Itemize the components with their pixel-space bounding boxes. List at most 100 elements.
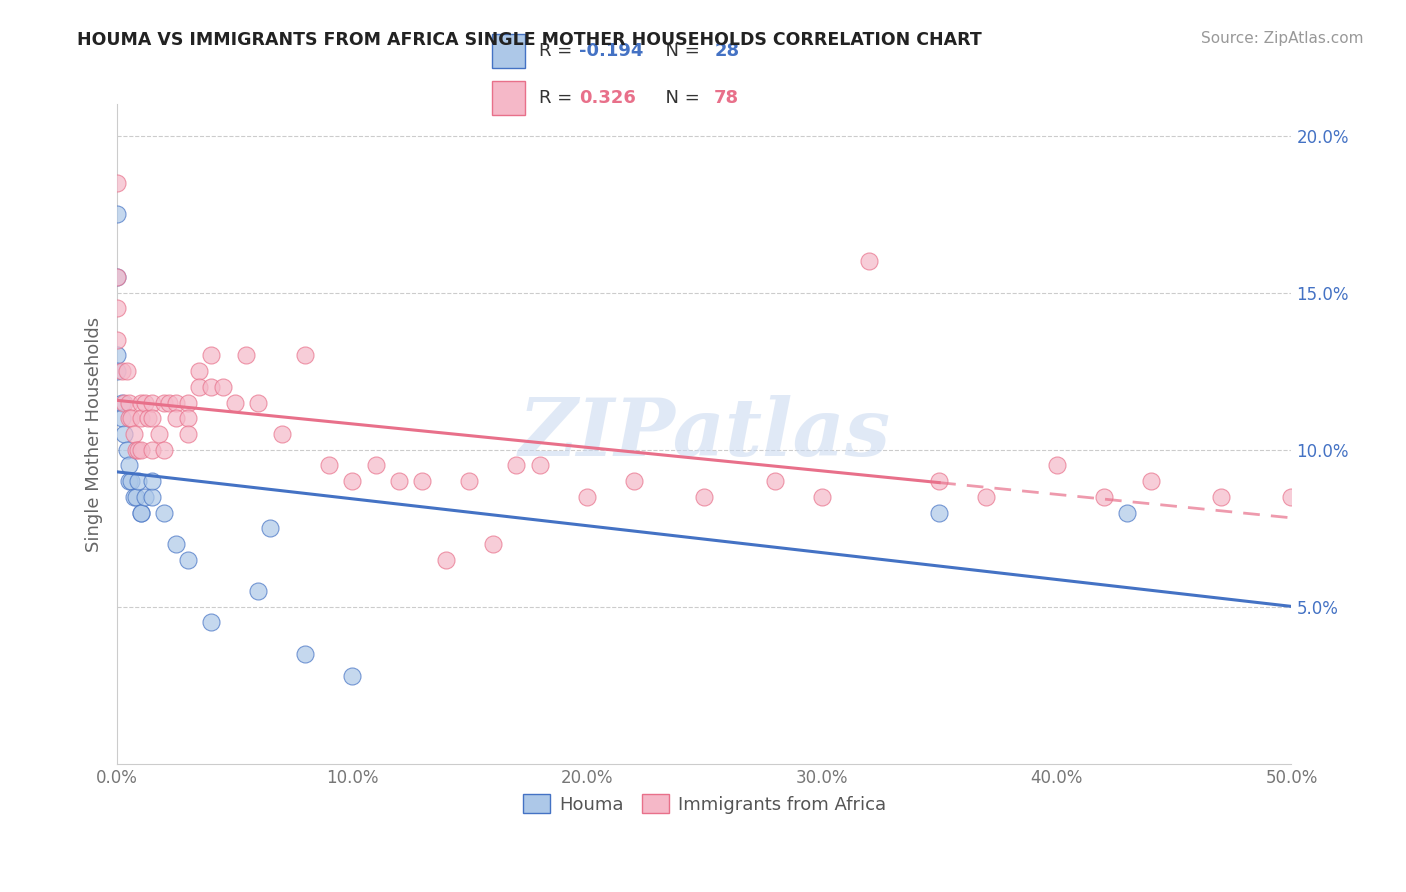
Point <box>1209 490 1232 504</box>
Point <box>134 395 156 409</box>
Point <box>120 474 142 488</box>
Point <box>693 490 716 504</box>
Point <box>763 474 786 488</box>
Point <box>340 669 363 683</box>
Point <box>482 537 505 551</box>
Point <box>212 380 235 394</box>
Point <box>105 301 128 316</box>
Point <box>200 380 222 394</box>
Point <box>125 442 148 457</box>
Point <box>115 442 138 457</box>
Text: ZIPatlas: ZIPatlas <box>519 395 890 473</box>
Text: -0.194: -0.194 <box>579 42 644 61</box>
Point <box>928 506 950 520</box>
Point <box>411 474 433 488</box>
Point <box>105 176 128 190</box>
Point <box>127 474 149 488</box>
Point <box>153 506 176 520</box>
Point <box>153 442 176 457</box>
Point <box>118 474 141 488</box>
Point <box>115 364 138 378</box>
Point <box>810 490 832 504</box>
Point <box>247 395 270 409</box>
Point <box>235 349 257 363</box>
Point <box>364 458 387 473</box>
Point <box>458 474 481 488</box>
Point <box>105 269 128 284</box>
Point <box>294 647 316 661</box>
Text: 28: 28 <box>714 42 740 61</box>
Point <box>505 458 527 473</box>
Text: N =: N = <box>654 42 704 61</box>
Point <box>165 411 187 425</box>
Point <box>111 411 134 425</box>
Point <box>112 395 135 409</box>
Point <box>118 411 141 425</box>
FancyBboxPatch shape <box>492 34 526 68</box>
Point <box>118 395 141 409</box>
Point <box>575 490 598 504</box>
Point <box>105 269 128 284</box>
Point <box>136 411 159 425</box>
Y-axis label: Single Mother Households: Single Mother Households <box>86 317 103 551</box>
Legend: Houma, Immigrants from Africa: Houma, Immigrants from Africa <box>516 787 893 821</box>
Text: R =: R = <box>538 42 578 61</box>
Text: N =: N = <box>654 89 704 107</box>
Point <box>165 395 187 409</box>
Point <box>176 395 198 409</box>
Point <box>247 584 270 599</box>
Point <box>105 207 128 221</box>
Point <box>153 395 176 409</box>
Point <box>1281 490 1303 504</box>
Point <box>105 333 128 347</box>
Point <box>974 490 997 504</box>
Point <box>141 490 163 504</box>
Text: HOUMA VS IMMIGRANTS FROM AFRICA SINGLE MOTHER HOUSEHOLDS CORRELATION CHART: HOUMA VS IMMIGRANTS FROM AFRICA SINGLE M… <box>77 31 981 49</box>
Point <box>176 427 198 442</box>
Text: 78: 78 <box>714 89 740 107</box>
Point <box>188 364 211 378</box>
Point <box>129 506 152 520</box>
Point <box>200 349 222 363</box>
Point <box>623 474 645 488</box>
Point <box>141 474 163 488</box>
Point <box>259 521 281 535</box>
Point <box>129 395 152 409</box>
Point <box>200 615 222 630</box>
Point <box>529 458 551 473</box>
Point <box>141 442 163 457</box>
Point <box>294 349 316 363</box>
Point <box>434 552 457 566</box>
Point <box>134 490 156 504</box>
Point <box>105 364 128 378</box>
Point <box>125 490 148 504</box>
Point <box>111 395 134 409</box>
Point <box>176 552 198 566</box>
Point <box>858 254 880 268</box>
Point <box>1116 506 1139 520</box>
Point <box>111 364 134 378</box>
Point <box>122 427 145 442</box>
Point <box>165 537 187 551</box>
Point <box>340 474 363 488</box>
Point <box>105 349 128 363</box>
Point <box>129 411 152 425</box>
Point <box>122 490 145 504</box>
Point <box>388 474 411 488</box>
Point <box>118 458 141 473</box>
Point <box>188 380 211 394</box>
Point <box>318 458 340 473</box>
Point <box>224 395 246 409</box>
Point <box>129 506 152 520</box>
Point <box>157 395 180 409</box>
Point <box>148 427 170 442</box>
Point <box>141 395 163 409</box>
Point <box>1045 458 1067 473</box>
Point <box>120 411 142 425</box>
Text: Source: ZipAtlas.com: Source: ZipAtlas.com <box>1201 31 1364 46</box>
Point <box>112 427 135 442</box>
Point <box>176 411 198 425</box>
Point <box>129 442 152 457</box>
Point <box>141 411 163 425</box>
Text: R =: R = <box>538 89 578 107</box>
